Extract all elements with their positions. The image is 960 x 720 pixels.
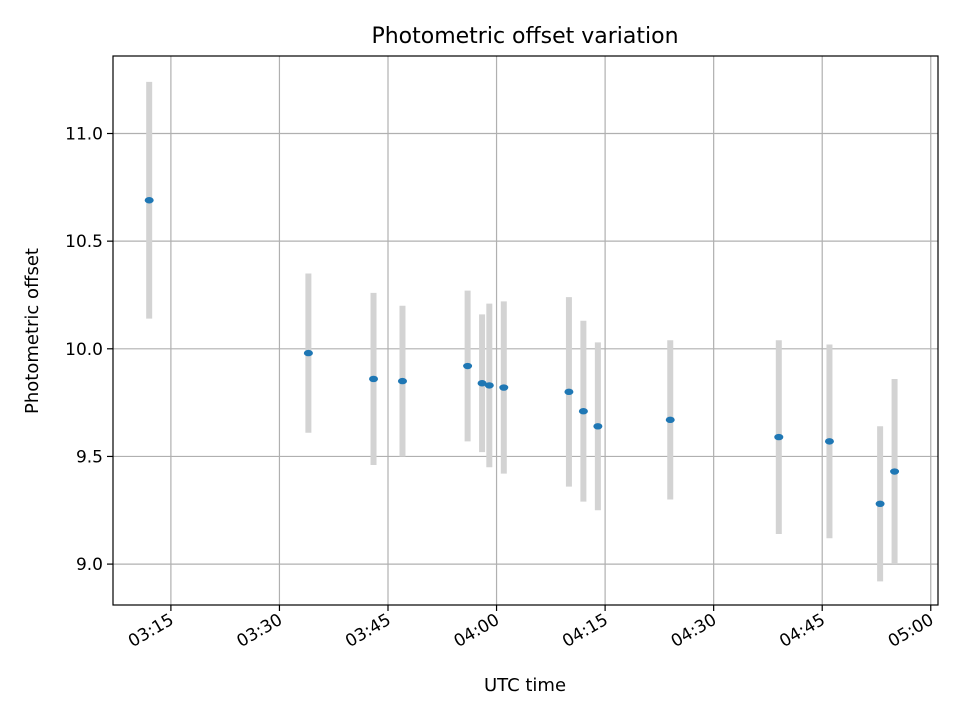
data-point	[890, 468, 900, 475]
data-point	[303, 349, 313, 357]
y-axis-label: Photometric offset	[22, 248, 43, 414]
data-point	[477, 380, 487, 387]
y-tick-label: 10.0	[65, 340, 103, 360]
data-point	[593, 423, 603, 430]
data-point	[774, 433, 784, 441]
data-point	[564, 388, 574, 396]
grid	[113, 56, 938, 605]
data-point	[578, 408, 588, 415]
data-point	[484, 382, 494, 389]
plot-frame	[112, 55, 939, 606]
data-point	[369, 375, 379, 383]
y-tick-label: 10.5	[65, 232, 103, 252]
x-axis-label: UTC time	[484, 675, 566, 696]
chart-title: Photometric offset variation	[371, 24, 678, 49]
data-point	[144, 197, 154, 204]
y-tick-label: 9.5	[76, 447, 103, 467]
y-tick-label: 11.0	[65, 125, 103, 145]
data-point	[824, 438, 834, 445]
data-point	[875, 500, 885, 508]
data-points	[144, 197, 900, 508]
y-tick-label: 9.0	[76, 555, 103, 575]
data-point	[463, 362, 473, 370]
data-point	[397, 377, 407, 385]
data-point	[665, 416, 675, 424]
data-point	[499, 384, 509, 391]
